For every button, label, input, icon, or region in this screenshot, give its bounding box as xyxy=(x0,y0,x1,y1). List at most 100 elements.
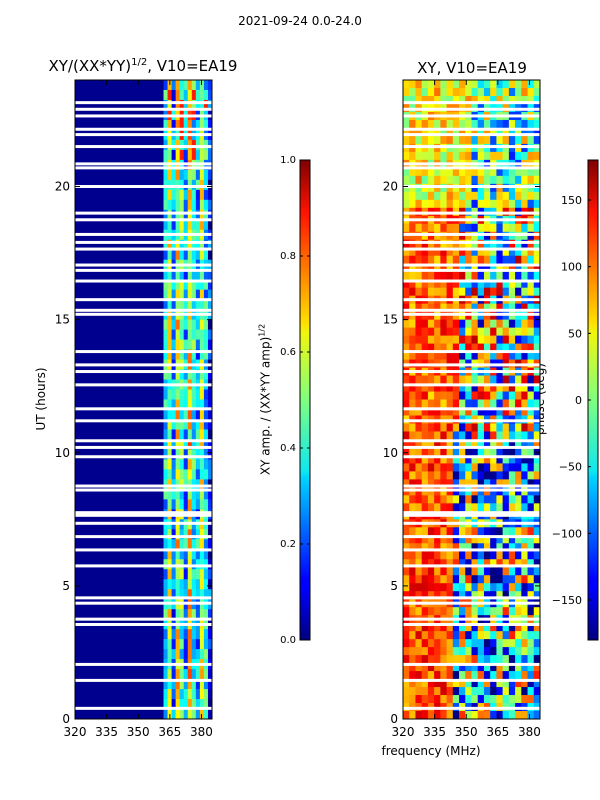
phase-cell xyxy=(502,527,510,536)
phase-cell xyxy=(483,471,491,480)
amp-cell xyxy=(175,219,181,231)
phase-cell xyxy=(465,247,472,257)
amp-cell xyxy=(171,689,177,700)
phase-cell xyxy=(515,399,522,408)
phase-cell xyxy=(434,543,441,552)
amp-cell xyxy=(171,629,177,640)
phase-cell xyxy=(483,263,491,273)
amp-cell xyxy=(171,579,177,590)
colorbar1-ticks: 0.00.20.40.60.81.0 xyxy=(280,155,310,646)
phase-cell xyxy=(434,199,441,209)
amp-cell xyxy=(179,239,185,251)
amp-cell xyxy=(207,409,213,420)
phase-cell xyxy=(434,527,441,536)
amp-cell xyxy=(203,689,209,700)
phase-cell xyxy=(446,95,454,105)
phase-cell xyxy=(421,287,429,297)
phase-cell xyxy=(521,423,529,432)
amp-cell xyxy=(203,669,209,680)
phase-cell xyxy=(415,639,423,648)
phase-cell xyxy=(465,119,472,129)
phase-cell xyxy=(446,80,454,89)
amp-cell xyxy=(175,399,181,410)
amp-cell xyxy=(167,639,173,650)
phase-cell xyxy=(465,543,472,552)
amp-cell xyxy=(179,589,185,600)
phase-cell xyxy=(471,559,479,568)
phase-cell xyxy=(508,351,516,361)
amp-cell xyxy=(171,249,177,261)
phase-cell xyxy=(409,191,416,201)
amp-cell xyxy=(191,249,197,261)
phase-cell xyxy=(446,543,454,552)
phase-cell xyxy=(440,199,448,209)
phase-cell xyxy=(496,151,504,161)
phase-cell xyxy=(459,383,466,393)
phase-cell xyxy=(421,271,429,281)
phase-cell xyxy=(452,687,460,696)
phase-cell xyxy=(409,135,416,145)
amp-cell xyxy=(171,699,177,710)
phase-cell xyxy=(471,487,479,496)
phase-cell xyxy=(515,671,522,680)
amp-cell xyxy=(175,459,181,470)
phase-cell xyxy=(483,631,491,640)
amp-cell xyxy=(167,669,173,680)
phase-cell xyxy=(446,447,454,456)
cb2-tick-label: −150 xyxy=(552,594,582,607)
phase-cell xyxy=(521,407,529,416)
phase-cell xyxy=(483,607,491,616)
phase-cell xyxy=(440,143,448,153)
amp-cell xyxy=(203,539,209,550)
phase-cell xyxy=(465,487,472,496)
phase-cell xyxy=(483,663,491,672)
phase-cell xyxy=(452,527,460,536)
phase-cell xyxy=(508,127,516,137)
phase-cell xyxy=(465,583,472,592)
phase-cell xyxy=(403,671,410,680)
amp-cell xyxy=(179,549,185,560)
left-title-sup: 1/2 xyxy=(131,57,148,68)
phase-cell xyxy=(459,119,466,129)
gap-stripe xyxy=(75,247,212,251)
phase-cell xyxy=(465,695,472,704)
phase-cell xyxy=(515,383,522,393)
cb1-tick-label: 0.0 xyxy=(280,635,296,646)
phase-cell xyxy=(446,407,454,416)
phase-cell xyxy=(502,575,510,584)
phase-cell xyxy=(521,271,529,281)
phase-cell xyxy=(477,503,485,512)
phase-cell xyxy=(421,679,429,688)
phase-cell xyxy=(440,383,448,393)
phase-cell xyxy=(403,143,410,153)
amp-cell xyxy=(203,209,209,221)
phase-cell xyxy=(521,375,529,385)
phase-cell xyxy=(515,255,522,265)
phase-cell xyxy=(446,231,454,241)
phase-cell xyxy=(515,247,522,257)
amp-cell xyxy=(167,289,173,301)
y-tick-label: 10 xyxy=(55,446,70,460)
phase-cell xyxy=(452,311,460,321)
phase-cell xyxy=(527,247,535,257)
phase-cell xyxy=(502,695,510,704)
phase-cell xyxy=(427,80,435,89)
phase-cell xyxy=(483,80,491,89)
amp-cell xyxy=(179,399,185,410)
phase-cell xyxy=(490,647,497,656)
cb2-tick-label: 150 xyxy=(561,194,582,207)
phase-cell xyxy=(403,87,410,97)
phase-cell xyxy=(415,463,423,472)
amp-cell xyxy=(195,439,201,450)
amp-cell xyxy=(171,609,177,620)
phase-cell xyxy=(409,471,416,480)
phase-cell xyxy=(508,583,516,592)
amp-cell xyxy=(175,539,181,550)
phase-cell xyxy=(527,127,535,137)
phase-cell xyxy=(459,167,466,177)
phase-cell xyxy=(434,399,441,408)
amp-cell xyxy=(183,339,189,351)
phase-cell xyxy=(409,319,416,329)
amp-cell xyxy=(179,249,185,261)
amp-cell xyxy=(179,89,185,101)
